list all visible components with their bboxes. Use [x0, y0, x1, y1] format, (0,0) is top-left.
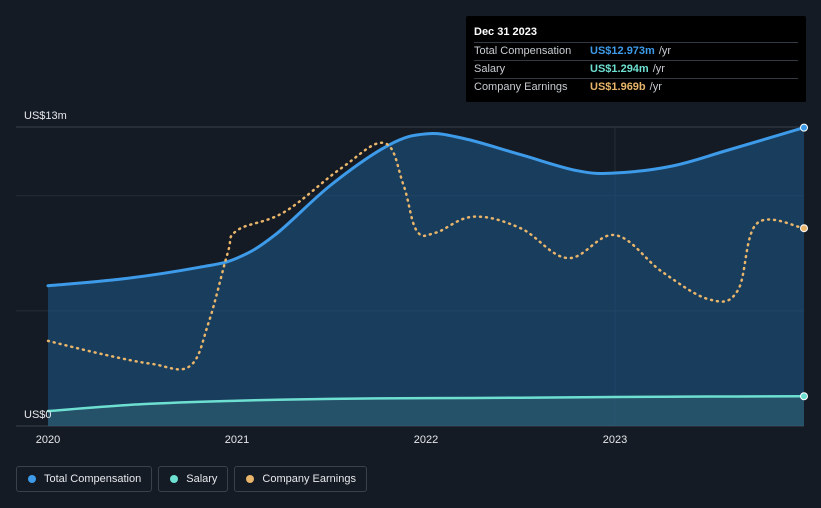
x-tick-label: 2020 [36, 434, 60, 446]
line-total-compensation [46, 126, 806, 288]
series-lines [46, 126, 806, 413]
legend-label: Salary [186, 473, 218, 485]
x-tick-label: 2021 [225, 434, 249, 446]
end-marker-total-compensation [800, 123, 808, 132]
legend-label: Total Compensation [44, 473, 142, 485]
area-total-compensation [48, 127, 804, 426]
y-axis-top-label: US$13m [24, 110, 67, 122]
x-tick-label: 2023 [603, 434, 627, 446]
tooltip-unit: /yr [652, 63, 665, 75]
legend-dot-icon [170, 475, 179, 483]
x-tick-label: 2022 [414, 434, 438, 446]
line-company-earnings [46, 141, 806, 371]
end-marker-salary [800, 392, 808, 401]
tooltip-row-total-compensation: Total Compensation US$12.973m /yr [474, 42, 798, 60]
tooltip-unit: /yr [658, 45, 672, 57]
tooltip-label: Company Earnings [474, 81, 568, 93]
x-axis-ticks: 2020 2021 2022 2023 [36, 434, 627, 446]
tooltip-value: US$12.973m [590, 45, 655, 57]
series-areas [48, 127, 804, 426]
tooltip-panel: Dec 31 2023 Total Compensation US$12.973… [466, 16, 806, 102]
tooltip-label: Total Compensation [474, 45, 572, 57]
legend-item-company-earnings[interactable]: Company Earnings [234, 466, 367, 492]
legend-label: Company Earnings [262, 473, 356, 485]
legend-item-total-compensation[interactable]: Total Compensation [16, 466, 153, 492]
legend-item-salary[interactable]: Salary [158, 466, 229, 492]
area-salary [48, 396, 804, 426]
legend-dot-icon [28, 475, 36, 483]
line-salary [46, 394, 806, 413]
tooltip-row-salary: Salary US$1.294m /yr [474, 60, 798, 78]
end-marker-company-earnings [800, 224, 808, 233]
tooltip-date: Dec 31 2023 [474, 26, 537, 38]
tooltip-label: Salary [474, 63, 506, 75]
legend-dot-icon [246, 475, 255, 483]
y-axis-bottom-label: US$0 [24, 409, 52, 421]
tooltip-value: US$1.969b [590, 81, 646, 93]
tooltip-unit: /yr [649, 81, 662, 93]
tooltip-value: US$1.294m [590, 63, 649, 75]
tooltip-row-company-earnings: Company Earnings US$1.969b /yr [474, 78, 798, 96]
series-end-markers [800, 123, 808, 401]
chart-legend: Total Compensation Salary Company Earnin… [16, 466, 367, 492]
